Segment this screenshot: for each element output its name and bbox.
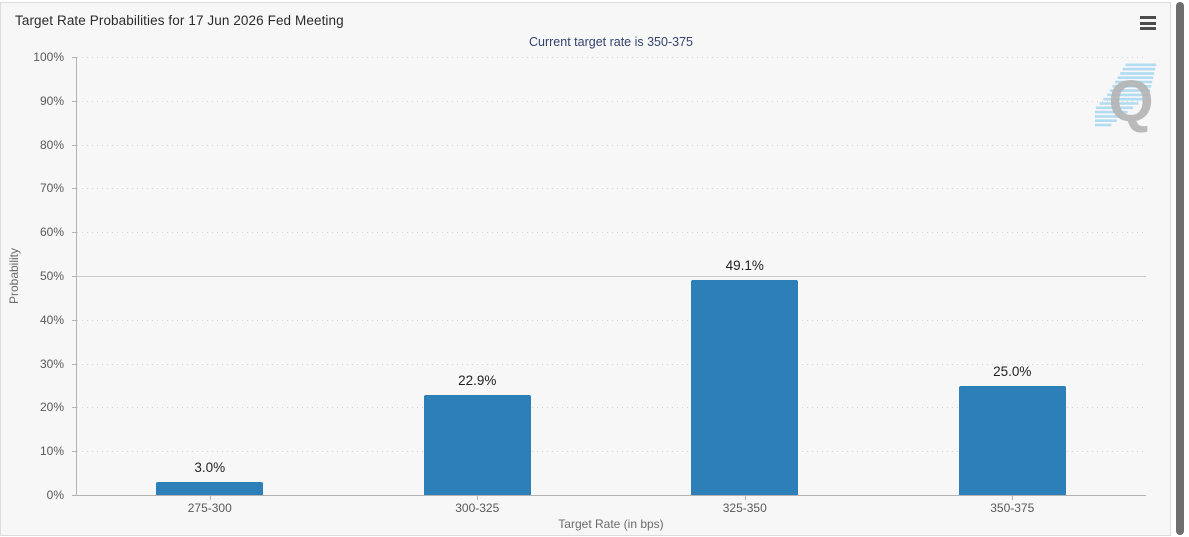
y-tick-mark bbox=[72, 319, 76, 321]
gridline-70 bbox=[77, 188, 1146, 190]
y-tick-label: 80% bbox=[39, 137, 64, 152]
y-tick-mark bbox=[72, 100, 76, 102]
svg-text:Q: Q bbox=[1108, 69, 1153, 133]
bar-value-label: 3.0% bbox=[194, 459, 226, 475]
y-axis-line bbox=[76, 57, 77, 495]
menu-line bbox=[1140, 27, 1156, 30]
gridline-90 bbox=[77, 100, 1146, 102]
y-tick-mark bbox=[72, 276, 76, 277]
y-tick-mark bbox=[72, 188, 76, 190]
x-tick-label: 275-300 bbox=[187, 501, 232, 515]
hamburger-menu-icon[interactable] bbox=[1140, 15, 1158, 31]
bar-value-label: 49.1% bbox=[725, 257, 764, 273]
y-tick-mark bbox=[72, 144, 76, 146]
menu-line bbox=[1140, 16, 1156, 19]
y-tick-mark bbox=[72, 232, 76, 234]
bar-value-label: 22.9% bbox=[458, 372, 497, 388]
bar-325-350[interactable] bbox=[691, 279, 799, 495]
gridline-60 bbox=[77, 232, 1146, 234]
y-tick-label: 0% bbox=[46, 488, 64, 502]
chart-subtitle: Current target rate is 350-375 bbox=[529, 35, 693, 49]
x-tick-mark bbox=[1012, 496, 1014, 500]
bar-300-325[interactable] bbox=[423, 394, 531, 495]
chart-title: Target Rate Probabilities for 17 Jun 202… bbox=[15, 13, 344, 28]
chart-card: Target Rate Probabilities for 17 Jun 202… bbox=[0, 2, 1171, 536]
scrollbar-track[interactable] bbox=[1172, 0, 1189, 537]
gridline-80 bbox=[77, 144, 1146, 146]
scrollbar-thumb[interactable] bbox=[1176, 2, 1184, 535]
y-tick-label: 90% bbox=[39, 93, 64, 108]
x-tick-label: 350-375 bbox=[990, 501, 1035, 515]
y-tick-mark bbox=[72, 363, 76, 365]
x-tick-label: 300-325 bbox=[455, 501, 500, 515]
y-tick-mark bbox=[72, 451, 76, 453]
y-tick-label: 100% bbox=[33, 50, 64, 64]
bar-275-300[interactable] bbox=[156, 481, 264, 495]
gridline-10 bbox=[77, 451, 1146, 453]
x-axis-line bbox=[76, 495, 1146, 496]
y-tick-label: 60% bbox=[39, 225, 64, 240]
x-tick-label: 325-350 bbox=[722, 501, 767, 515]
gridline-30 bbox=[77, 363, 1146, 365]
gridline-40 bbox=[77, 319, 1146, 321]
y-tick-label: 30% bbox=[39, 356, 64, 371]
y-tick-mark bbox=[72, 407, 76, 409]
gridline-50 bbox=[77, 276, 1146, 277]
x-tick-mark bbox=[477, 496, 479, 500]
plot-area: 3.0% 275-300 22.9% 300-325 49.1% 325-350 25.0%… bbox=[72, 57, 1146, 515]
y-tick-mark bbox=[72, 495, 76, 496]
y-tick-label: 10% bbox=[39, 444, 64, 459]
bar-value-label: 25.0% bbox=[993, 363, 1032, 379]
gridline-20 bbox=[77, 407, 1146, 409]
y-tick-label: 20% bbox=[39, 400, 64, 415]
x-tick-mark bbox=[209, 496, 211, 500]
x-tick-mark bbox=[744, 496, 746, 500]
x-axis-title: Target Rate (in bps) bbox=[558, 517, 664, 531]
y-tick-label: 50% bbox=[39, 269, 64, 283]
y-tick-mark bbox=[72, 57, 76, 58]
menu-line bbox=[1140, 21, 1156, 25]
bar-350-375[interactable] bbox=[958, 385, 1066, 495]
y-tick-label: 40% bbox=[39, 312, 64, 327]
y-axis-tick-labels: 0% 10% 20% 30% 40% 50% 60% 70% 80% 90% 100% bbox=[2, 50, 70, 502]
quikstrike-watermark-logo: Q bbox=[1095, 63, 1157, 133]
y-tick-label: 70% bbox=[39, 181, 64, 196]
gridline-100 bbox=[77, 57, 1146, 58]
